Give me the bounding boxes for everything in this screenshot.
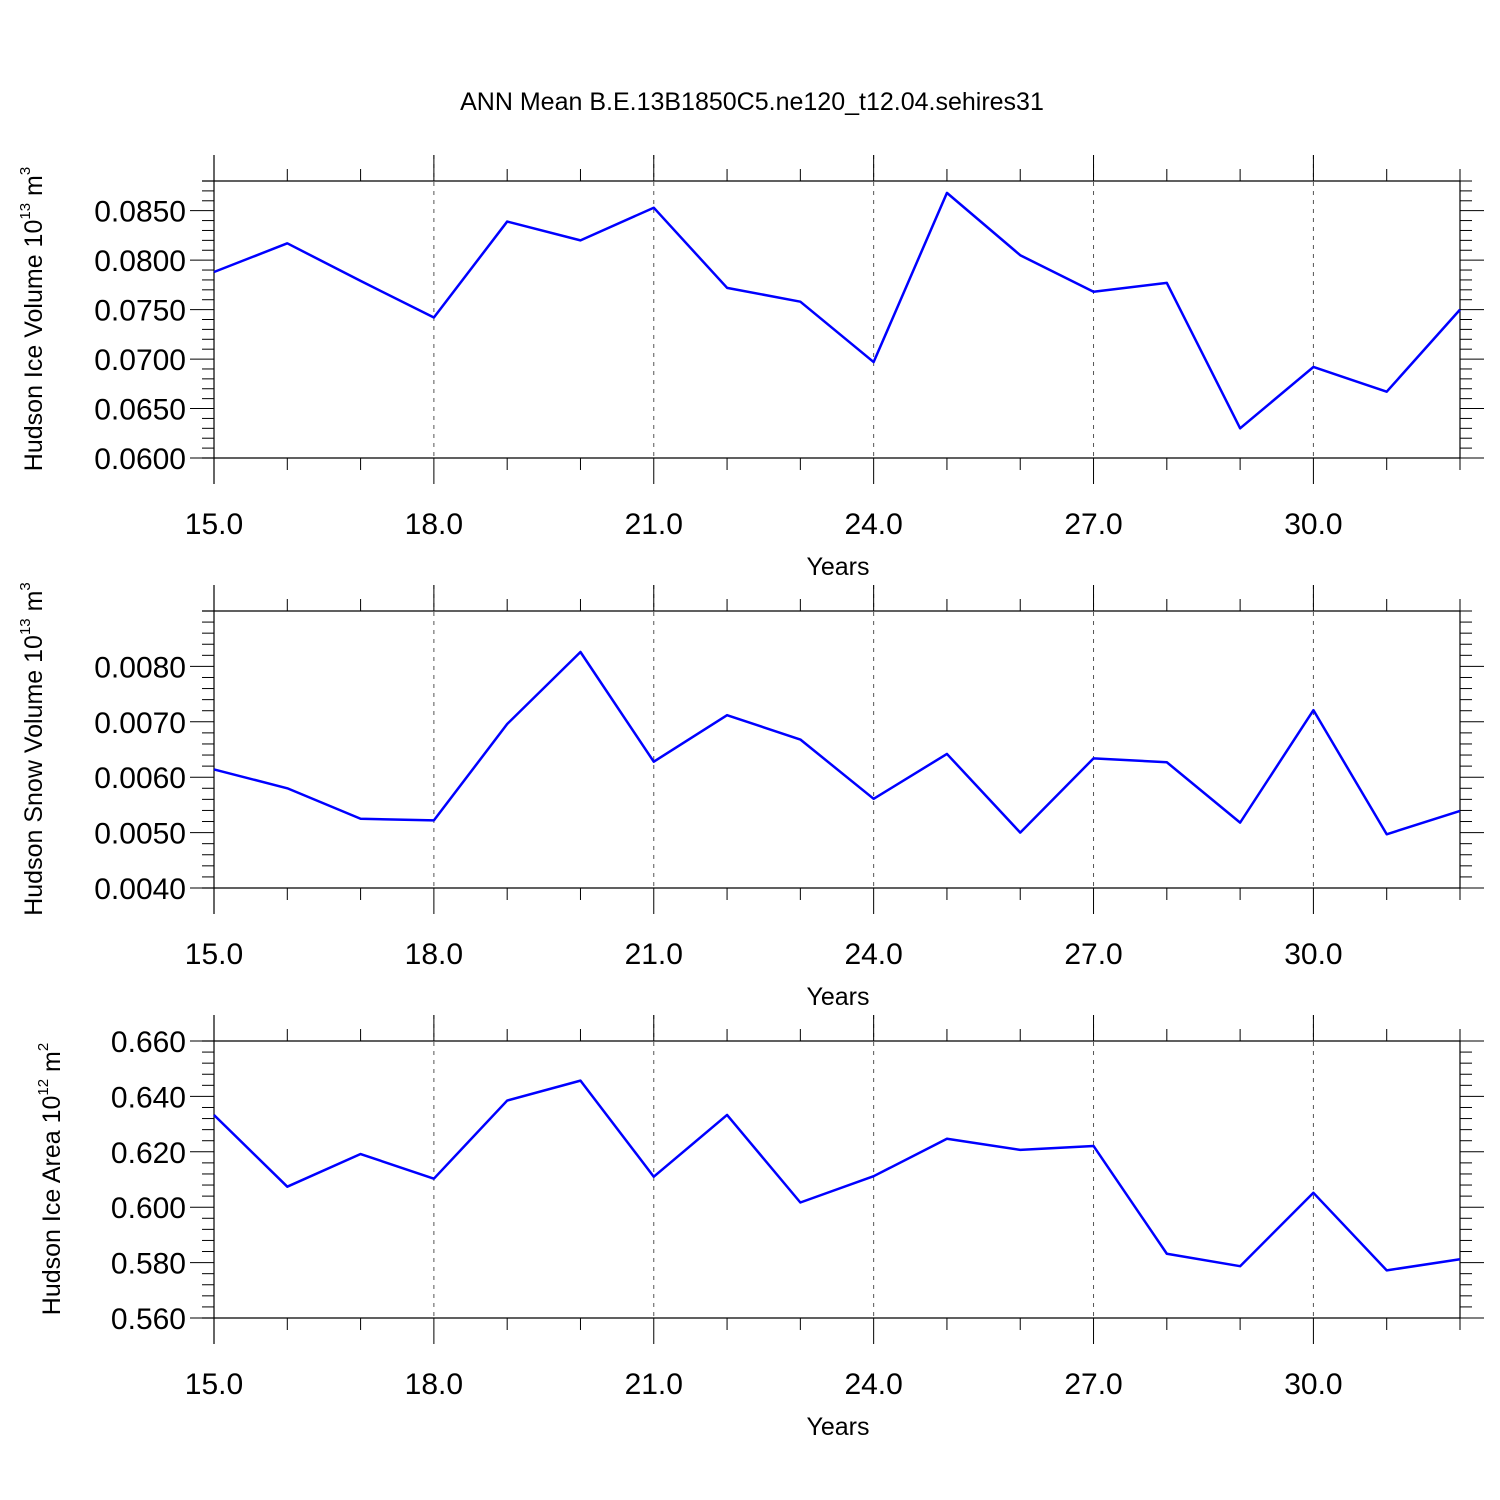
x-tick-label: 27.0 xyxy=(1064,508,1122,541)
x-tick-label: 18.0 xyxy=(405,508,463,541)
y-axis-label: Hudson Ice Area 1012 m2 xyxy=(35,1043,66,1315)
y-axis-label: Hudson Snow Volume 1013 m3 xyxy=(17,582,48,916)
y-tick-label: 0.0750 xyxy=(94,295,186,328)
ice-area-panel: Years Hudson Ice Area 1012 m2 15.0 18.0 21… xyxy=(35,1015,1484,1441)
y-tick-label: 0.0650 xyxy=(94,394,186,427)
x-tick-label: 21.0 xyxy=(625,508,683,541)
series-line xyxy=(213,191,1461,430)
y-tick-label: 0.620 xyxy=(111,1137,186,1170)
ice-volume-panel: Years Hudson Ice Volume 1013 m3 15.0 18.0… xyxy=(17,155,1484,581)
snow-volume-panel: Years Hudson Snow Volume 1013 m3 15.0 18.… xyxy=(17,582,1484,1011)
series-line xyxy=(213,650,1461,836)
x-tick-label: 24.0 xyxy=(844,1368,902,1401)
figure-title: ANN Mean B.E.13B1850C5.ne120_t12.04.sehi… xyxy=(460,88,1044,116)
x-tick-label: 21.0 xyxy=(625,938,683,971)
x-tick-label: 15.0 xyxy=(185,938,243,971)
y-tick-label: 0.0080 xyxy=(94,651,186,684)
y-tick-label: 0.660 xyxy=(111,1026,186,1059)
y-tick-label: 0.0800 xyxy=(94,245,186,278)
y-tick-label: 0.0060 xyxy=(94,762,186,795)
y-axis-label: Hudson Ice Volume 1013 m3 xyxy=(17,167,48,471)
y-tick-label: 0.0050 xyxy=(94,818,186,851)
x-tick-label: 21.0 xyxy=(625,1368,683,1401)
x-tick-label: 18.0 xyxy=(405,1368,463,1401)
x-axis-label: Years xyxy=(806,1413,869,1441)
x-tick-label: 24.0 xyxy=(844,938,902,971)
x-tick-label: 15.0 xyxy=(185,508,243,541)
x-tick-label: 15.0 xyxy=(185,1368,243,1401)
x-tick-label: 30.0 xyxy=(1284,1368,1342,1401)
y-tick-label: 0.0600 xyxy=(94,443,186,476)
x-tick-label: 30.0 xyxy=(1284,508,1342,541)
y-tick-label: 0.640 xyxy=(111,1081,186,1114)
x-tick-label: 24.0 xyxy=(844,508,902,541)
y-tick-label: 0.0700 xyxy=(94,344,186,377)
series-line xyxy=(213,1079,1461,1272)
y-tick-label: 0.580 xyxy=(111,1248,186,1281)
x-tick-label: 27.0 xyxy=(1064,1368,1122,1401)
x-tick-label: 30.0 xyxy=(1284,938,1342,971)
x-tick-label: 18.0 xyxy=(405,938,463,971)
y-tick-label: 0.0040 xyxy=(94,873,186,906)
y-tick-label: 0.0850 xyxy=(94,196,186,229)
x-axis-label: Years xyxy=(806,983,869,1011)
y-tick-label: 0.560 xyxy=(111,1303,186,1336)
x-axis-label: Years xyxy=(806,553,869,581)
x-tick-label: 27.0 xyxy=(1064,938,1122,971)
y-tick-label: 0.0070 xyxy=(94,707,186,740)
y-tick-label: 0.600 xyxy=(111,1192,186,1225)
